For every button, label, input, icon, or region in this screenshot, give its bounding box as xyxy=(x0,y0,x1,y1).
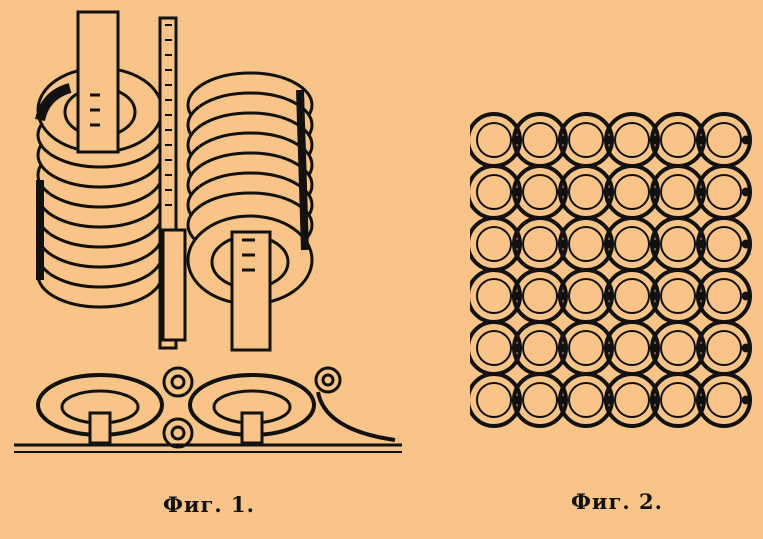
mail-ring-inner xyxy=(614,174,650,210)
mail-ring-inner xyxy=(476,122,512,158)
mail-ring-inner xyxy=(568,122,604,158)
mail-ring-inner xyxy=(476,382,512,418)
mail-ring-inner xyxy=(568,382,604,418)
mail-ring-inner xyxy=(522,278,558,314)
mail-rivet xyxy=(741,187,751,197)
mail-ring-inner xyxy=(614,226,650,262)
mail-ring-inner xyxy=(568,226,604,262)
mail-rivet xyxy=(741,395,751,405)
mail-ring-inner xyxy=(522,330,558,366)
mail-ring-inner xyxy=(568,278,604,314)
mail-rivet xyxy=(741,239,751,249)
mail-ring-inner xyxy=(660,122,696,158)
mail-ring-inner xyxy=(706,278,742,314)
mail-ring-inner xyxy=(522,174,558,210)
figure-1-caption: Фиг. 1. xyxy=(163,492,255,517)
mail-ring-inner xyxy=(706,382,742,418)
mail-ring-inner xyxy=(660,330,696,366)
mail-ring-inner xyxy=(706,330,742,366)
mail-ring-inner xyxy=(614,382,650,418)
mail-ring-inner xyxy=(476,330,512,366)
mail-rivet xyxy=(741,291,751,301)
mail-ring-inner xyxy=(522,382,558,418)
mail-ring-inner xyxy=(706,174,742,210)
mail-ring-inner xyxy=(568,330,604,366)
left-coil-stack xyxy=(35,66,164,309)
right-coil-stack xyxy=(186,71,314,306)
coil-winding-drawing xyxy=(14,10,402,453)
mail-ring-inner xyxy=(568,174,604,210)
mail-ring-inner xyxy=(476,278,512,314)
mail-ring-inner xyxy=(522,122,558,158)
figure-1-coil-illustration xyxy=(0,0,420,470)
mail-ring-inner xyxy=(660,226,696,262)
ring-links-row xyxy=(14,366,402,453)
mail-ring-inner xyxy=(660,278,696,314)
mail-ring-inner xyxy=(660,382,696,418)
chain-mail-drawing xyxy=(470,112,752,428)
mail-ring-inner xyxy=(660,174,696,210)
mail-ring-inner xyxy=(614,330,650,366)
mail-rivet xyxy=(741,135,751,145)
figure-2-caption: Фиг. 2. xyxy=(571,489,663,514)
mail-ring-inner xyxy=(614,122,650,158)
mail-rivet xyxy=(741,343,751,353)
figure-2-chain-mail-illustration xyxy=(470,110,763,460)
mail-ring-inner xyxy=(614,278,650,314)
chain-mail-rings xyxy=(470,112,752,428)
mail-ring-inner xyxy=(706,122,742,158)
mail-ring-inner xyxy=(476,226,512,262)
mail-ring-inner xyxy=(706,226,742,262)
mail-ring-inner xyxy=(522,226,558,262)
mail-ring-inner xyxy=(476,174,512,210)
